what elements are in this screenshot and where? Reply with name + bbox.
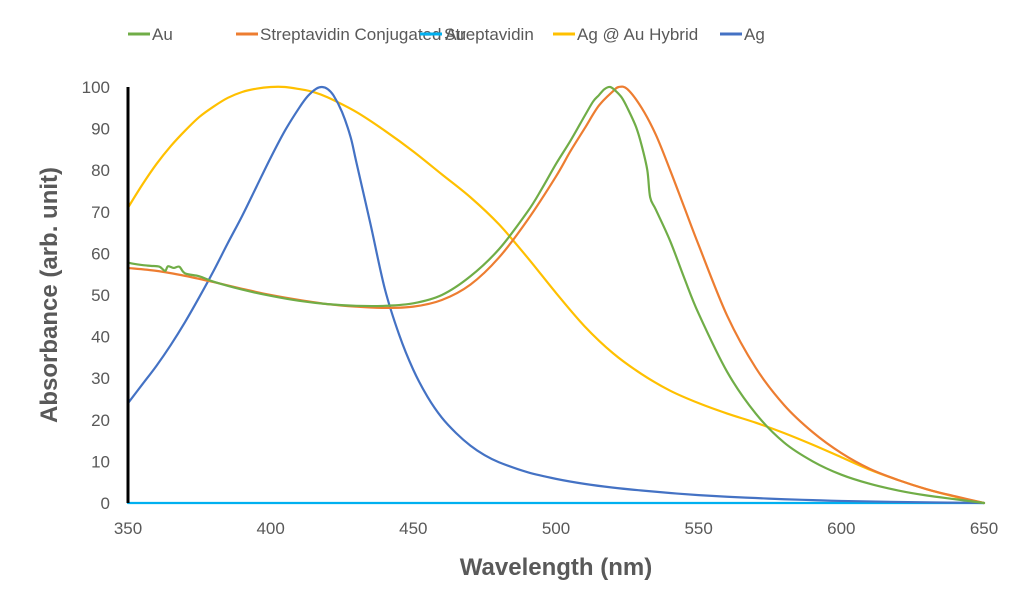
legend-item: Streptavidin bbox=[420, 25, 534, 44]
x-tick-label: 600 bbox=[827, 519, 855, 538]
y-tick-label: 60 bbox=[91, 244, 110, 263]
y-tick-label: 50 bbox=[91, 286, 110, 305]
y-tick-label: 100 bbox=[82, 78, 110, 97]
legend-item: Ag bbox=[720, 25, 765, 44]
x-tick-label: 450 bbox=[399, 519, 427, 538]
series-line-ag-au-hybrid bbox=[126, 85, 986, 505]
legend-item: Au bbox=[128, 25, 173, 44]
legend-item: Ag @ Au Hybrid bbox=[553, 25, 698, 44]
y-tick-labels: 0 10 20 30 40 50 60 70 80 90 100 bbox=[82, 78, 110, 513]
x-tick-label: 400 bbox=[256, 519, 284, 538]
legend-item: Streptavidin Conjugated Au bbox=[236, 25, 466, 44]
x-tick-label: 500 bbox=[542, 519, 570, 538]
legend-label: Ag @ Au Hybrid bbox=[577, 25, 698, 44]
y-tick-label: 80 bbox=[91, 161, 110, 180]
y-tick-label: 70 bbox=[91, 203, 110, 222]
series-layer bbox=[126, 85, 986, 505]
series-line-streptavidin-conjugated-au bbox=[126, 85, 986, 505]
x-axis-title: Wavelength (nm) bbox=[460, 554, 652, 581]
y-tick-label: 90 bbox=[91, 120, 110, 139]
x-tick-label: 650 bbox=[970, 519, 998, 538]
series-line-ag bbox=[126, 85, 986, 505]
legend-label: Au bbox=[152, 25, 173, 44]
y-tick-label: 20 bbox=[91, 411, 110, 430]
legend-label: Ag bbox=[744, 25, 765, 44]
y-axis-title: Absorbance (arb. unit) bbox=[36, 167, 63, 423]
y-tick-label: 30 bbox=[91, 369, 110, 388]
legend-label: Streptavidin Conjugated Au bbox=[260, 25, 466, 44]
y-tick-label: 10 bbox=[91, 452, 110, 471]
x-tick-label: 350 bbox=[114, 519, 142, 538]
legend: Au Streptavidin Conjugated AuStreptavidin… bbox=[128, 25, 765, 44]
x-tick-label: 550 bbox=[684, 519, 712, 538]
y-tick-label: 0 bbox=[101, 494, 110, 513]
series-line-au bbox=[126, 85, 986, 505]
legend-label: Streptavidin bbox=[444, 25, 534, 44]
x-tick-labels: 350 400 450 500 550 600 650 bbox=[114, 519, 998, 538]
y-tick-label: 40 bbox=[91, 328, 110, 347]
